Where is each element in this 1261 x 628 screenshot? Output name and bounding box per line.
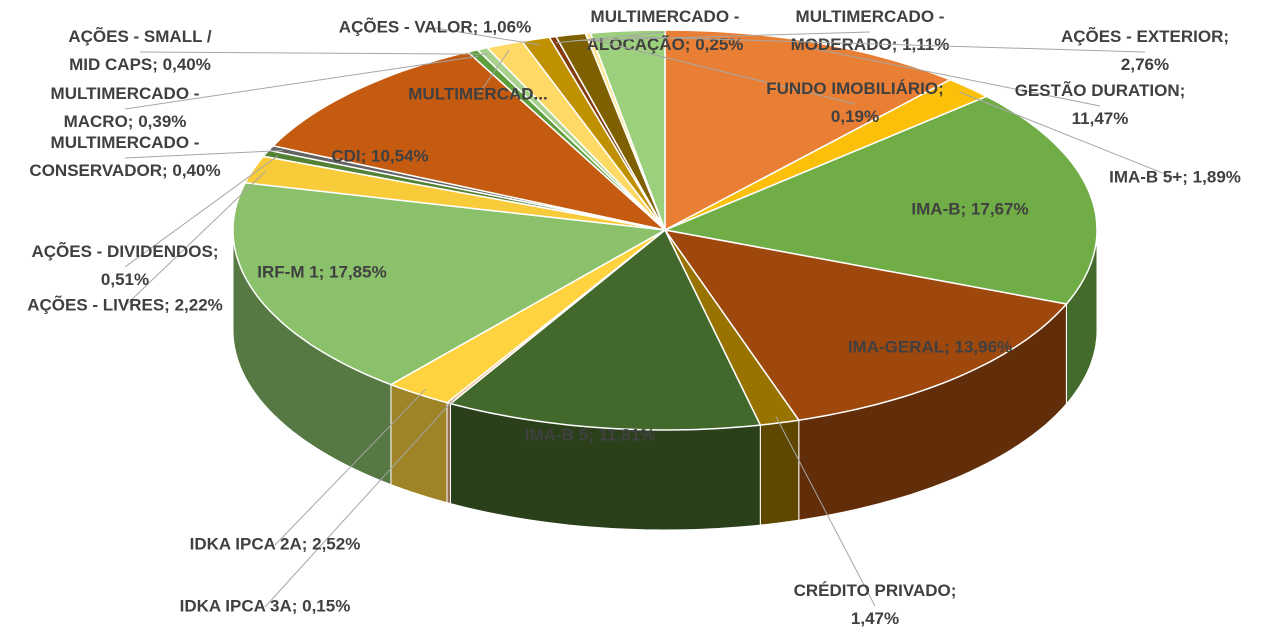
- leader-line: [124, 155, 279, 268]
- data-label: IDKA IPCA 3A; 0,15%: [180, 596, 351, 615]
- slice: [664, 78, 989, 231]
- data-label: GESTÃO DURATION; 11,47%: [1015, 80, 1186, 128]
- data-label: CDI; 10,54%: [331, 146, 428, 165]
- data-label: AÇÕES - VALOR; 1,06%: [339, 16, 531, 36]
- data-label: AÇÕES - LIVRES; 2,22%: [27, 294, 223, 314]
- data-label: IDKA IPCA 2A; 2,52%: [190, 534, 361, 553]
- slice: [271, 51, 668, 232]
- slice: [232, 181, 668, 386]
- slice: [663, 228, 1068, 422]
- data-label: FUNDO IMOBILIÁRIO; 0,19%: [766, 79, 944, 126]
- data-label: AÇÕES - EXTERIOR; 2,76%: [1061, 26, 1229, 74]
- slice: [448, 228, 762, 431]
- data-label: IMA-B 5; 11,81%: [525, 425, 655, 444]
- slice: [389, 229, 666, 404]
- data-label: MULTIMERCADO -CONSERVADOR; 0,40%: [29, 133, 220, 180]
- leader-line: [812, 48, 1101, 107]
- data-label: CRÉDITO PRIVADO; 1,47%: [794, 581, 957, 628]
- leader-line: [959, 91, 1176, 179]
- slice-side: [759, 419, 800, 526]
- leader-line: [124, 170, 267, 307]
- leader-line: [628, 36, 1146, 53]
- data-label: IMA-B 5+; 1,89%: [1109, 167, 1241, 186]
- leader-line: [124, 55, 479, 110]
- data-label: MULTIMERCADO -MODERADO; 1,11%: [791, 7, 950, 54]
- leader-line: [434, 27, 540, 46]
- leader-line: [477, 49, 510, 96]
- slice: [589, 29, 666, 231]
- leader-line: [139, 51, 488, 55]
- slice-side: [446, 402, 451, 505]
- leader-line: [775, 416, 876, 607]
- leader-line: [573, 31, 871, 42]
- slice: [243, 155, 666, 231]
- data-label: IMA-GERAL; 13,96%: [848, 337, 1012, 356]
- leader-line: [264, 397, 456, 608]
- data-label: MULTIMERCAD...: [408, 84, 547, 103]
- data-label: IRF-M 1; 17,85%: [257, 262, 386, 281]
- data-label: IMA-B; 17,67%: [911, 199, 1028, 218]
- leader-line: [124, 150, 283, 159]
- leader-line: [274, 388, 426, 546]
- data-label: MULTIMERCADO -MACRO; 0,39%: [51, 84, 200, 131]
- slice-side: [390, 383, 448, 504]
- slice: [662, 95, 1098, 305]
- slice: [664, 29, 952, 232]
- data-label: AÇÕES - SMALL / MID CAPS; 0,40%: [68, 26, 212, 74]
- data-label: AÇÕES - DIVIDENDOS; 0,51%: [31, 241, 218, 289]
- leader-line: [590, 38, 856, 105]
